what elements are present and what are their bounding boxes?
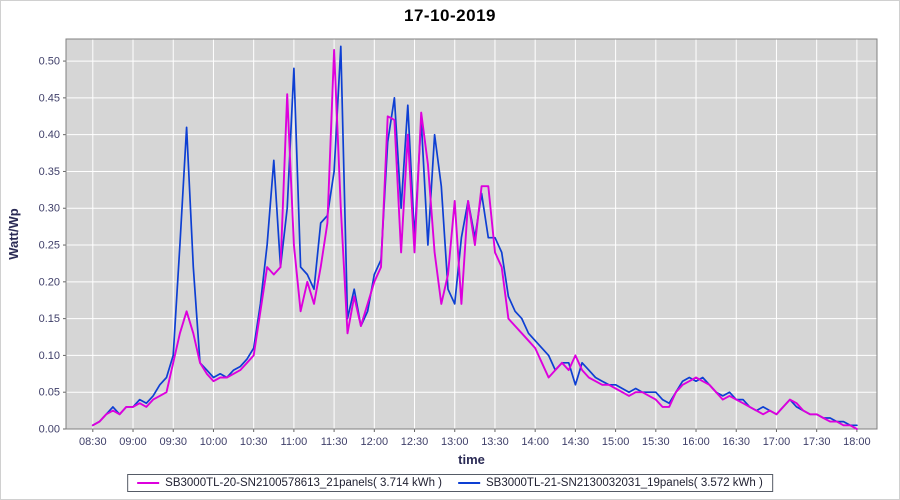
x-tick-label: 12:30	[401, 436, 429, 448]
x-tick-label: 11:00	[281, 436, 308, 448]
y-axis-label: Watt/Wp	[6, 208, 21, 260]
y-tick-label: 0.30	[39, 203, 60, 215]
chart-title: 17-10-2019	[404, 6, 496, 25]
x-tick-label: 13:30	[481, 436, 509, 448]
x-tick-label: 10:30	[240, 436, 268, 448]
legend-entry-series-1: SB3000TL-20-SN2100578613_21panels( 3.714…	[137, 477, 442, 489]
y-tick-label: 0.45	[39, 92, 60, 104]
y-tick-label: 0.25	[39, 240, 60, 252]
y-tick-label: 0.50	[39, 56, 60, 68]
x-tick-label: 10:00	[200, 436, 228, 448]
plot-border	[65, 38, 878, 430]
y-tick-label: 0.15	[39, 313, 60, 325]
x-tick-label: 08:30	[79, 436, 107, 448]
y-tick-label: 0.00	[39, 424, 60, 436]
x-tick-label: 09:30	[159, 436, 187, 448]
legend-label-series-1: SB3000TL-20-SN2100578613_21panels( 3.714…	[165, 477, 442, 489]
legend-label-series-2: SB3000TL-21-SN2130032031_19panels( 3.572…	[486, 477, 763, 489]
series-2-line-swatch	[458, 482, 480, 484]
y-tick-label: 0.05	[39, 387, 60, 399]
x-tick-label: 17:00	[763, 436, 791, 448]
x-tick-label: 14:30	[562, 436, 590, 448]
x-tick-label: 18:00	[843, 436, 871, 448]
plot-svg: 08:30 09:00 09:30 10:00 10:30 11:00 11:30 12:00…	[6, 38, 878, 467]
x-tick-label: 09:00	[119, 436, 147, 448]
y-tick-label: 0.20	[39, 276, 60, 288]
legend: SB3000TL-20-SN2100578613_21panels( 3.714…	[127, 474, 773, 492]
x-tick-label: 13:00	[441, 436, 469, 448]
x-tick-label: 14:00	[521, 436, 549, 448]
legend-entry-series-2: SB3000TL-21-SN2130032031_19panels( 3.572…	[458, 477, 763, 489]
x-tick-label: 12:00	[361, 436, 389, 448]
x-tick-label: 11:30	[321, 436, 348, 448]
x-axis-label: time	[458, 452, 485, 467]
x-tick-label: 16:00	[682, 436, 710, 448]
y-tick-label: 0.40	[39, 129, 60, 141]
x-tick-label: 15:30	[642, 436, 670, 448]
series-line-1	[91, 49, 858, 430]
y-tick-label: 0.35	[39, 166, 60, 178]
x-tick-label: 15:00	[602, 436, 630, 448]
x-tick-label: 16:30	[722, 436, 750, 448]
x-tick-label: 17:30	[803, 436, 831, 448]
series-1-line-swatch	[137, 482, 160, 484]
y-tick-label: 0.10	[39, 350, 60, 362]
